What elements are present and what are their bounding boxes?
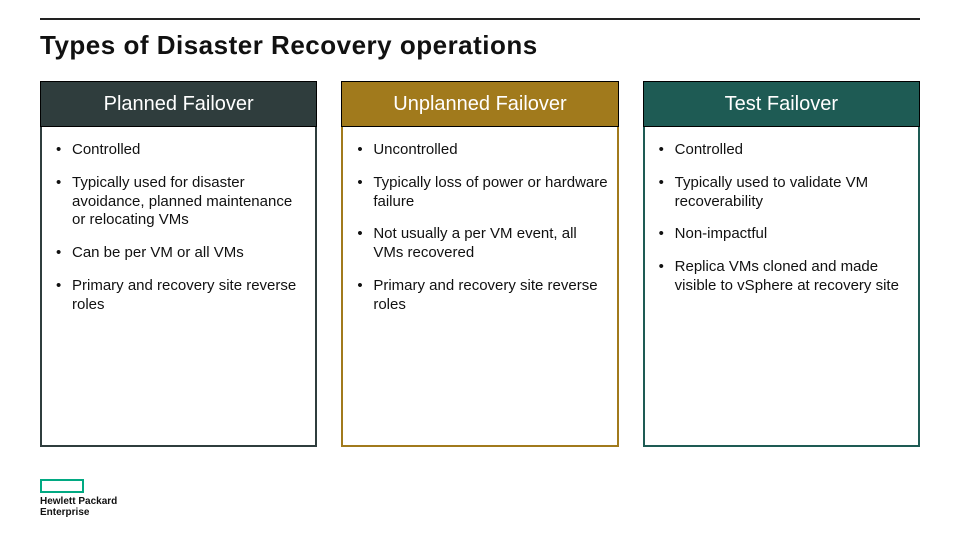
list-item: Typically loss of power or hardware fail…	[349, 174, 610, 212]
list-item: Non-impactful	[651, 225, 912, 244]
column-box-planned: Controlled Typically used for disaster a…	[40, 127, 317, 447]
list-item: Not usually a per VM event, all VMs reco…	[349, 225, 610, 263]
list-item: Primary and recovery site reverse roles	[349, 277, 610, 315]
list-item: Typically used for disaster avoidance, p…	[48, 174, 309, 230]
hpe-logo-text-1: Hewlett Packard	[40, 497, 117, 508]
list-item: Uncontrolled	[349, 141, 610, 160]
bullet-list: Controlled Typically used for disaster a…	[48, 141, 309, 314]
column-box-unplanned: Uncontrolled Typically loss of power or …	[341, 127, 618, 447]
hpe-logo-text-2: Enterprise	[40, 508, 117, 519]
column-header-test: Test Failover	[643, 81, 920, 127]
column-test: Test Failover Controlled Typically used …	[643, 81, 920, 447]
list-item: Replica VMs cloned and made visible to v…	[651, 258, 912, 296]
bullet-list: Controlled Typically used to validate VM…	[651, 141, 912, 296]
list-item: Controlled	[651, 141, 912, 160]
column-header-planned: Planned Failover	[40, 81, 317, 127]
hpe-logo: Hewlett Packard Enterprise	[40, 479, 117, 518]
column-unplanned: Unplanned Failover Uncontrolled Typicall…	[341, 81, 618, 447]
list-item: Can be per VM or all VMs	[48, 244, 309, 263]
column-box-test: Controlled Typically used to validate VM…	[643, 127, 920, 447]
list-item: Typically used to validate VM recoverabi…	[651, 174, 912, 212]
column-header-unplanned: Unplanned Failover	[341, 81, 618, 127]
list-item: Primary and recovery site reverse roles	[48, 277, 309, 315]
top-divider	[40, 18, 920, 20]
page-title: Types of Disaster Recovery operations	[40, 30, 920, 61]
bullet-list: Uncontrolled Typically loss of power or …	[349, 141, 610, 314]
hpe-logo-bar	[40, 479, 84, 493]
column-planned: Planned Failover Controlled Typically us…	[40, 81, 317, 447]
columns-container: Planned Failover Controlled Typically us…	[40, 81, 920, 447]
list-item: Controlled	[48, 141, 309, 160]
